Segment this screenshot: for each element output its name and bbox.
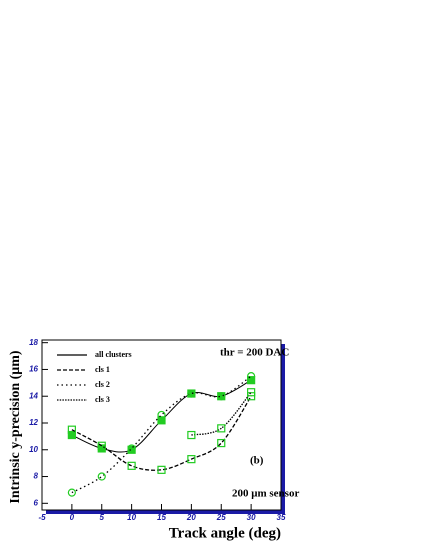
y-tick-label: 16: [29, 365, 38, 374]
marker: [157, 465, 166, 474]
x-tick-label: 15: [157, 513, 166, 522]
y-tick-label: 18: [29, 338, 38, 347]
y-tick-label: 10: [29, 445, 38, 454]
marker: [97, 441, 106, 450]
marker: [157, 410, 166, 420]
y-axis-label: Intrinsic y-precision (μm): [8, 350, 23, 503]
x-tick-label: 25: [216, 513, 226, 522]
marker: [187, 389, 196, 398]
legend-label: cls 1: [95, 365, 110, 374]
marker: [127, 461, 136, 470]
marker: [127, 444, 136, 453]
series-line: [71, 395, 252, 471]
marker: [97, 472, 106, 481]
annotation: (b): [250, 455, 264, 467]
x-tick-label: 30: [247, 513, 256, 522]
plot-frame: [41, 339, 282, 511]
x-tick-label: -5: [38, 513, 46, 522]
marker: [217, 424, 226, 433]
legend-label: cls 2: [95, 380, 110, 389]
marker: [247, 372, 256, 381]
x-tick-label: 5: [100, 513, 105, 522]
marker: [187, 455, 196, 464]
annotation: 200 μm sensor: [232, 488, 299, 500]
marker: [247, 388, 256, 397]
marker: [217, 392, 226, 401]
legend-label: all clusters: [95, 350, 132, 359]
x-tick-label: 0: [70, 513, 75, 522]
x-tick-label: 35: [277, 513, 286, 522]
annotation: thr = 200 DAC: [220, 347, 289, 359]
x-axis-label: Track angle (deg): [169, 525, 281, 541]
x-tick-label: 20: [186, 513, 196, 522]
legend-label: cls 3: [95, 395, 110, 404]
marker: [67, 430, 76, 440]
marker: [157, 416, 166, 425]
y-tick-label: 14: [29, 391, 38, 400]
marker: [67, 488, 76, 497]
marker: [67, 425, 76, 434]
y-tick-label: 12: [29, 418, 38, 427]
x-tick-label: 10: [127, 513, 136, 522]
marker: [97, 444, 106, 453]
marker: [187, 430, 196, 440]
series-line: [191, 391, 252, 436]
marker: [217, 438, 226, 448]
y-tick-label: 8: [34, 472, 39, 481]
y-tick-label: 6: [34, 498, 39, 507]
